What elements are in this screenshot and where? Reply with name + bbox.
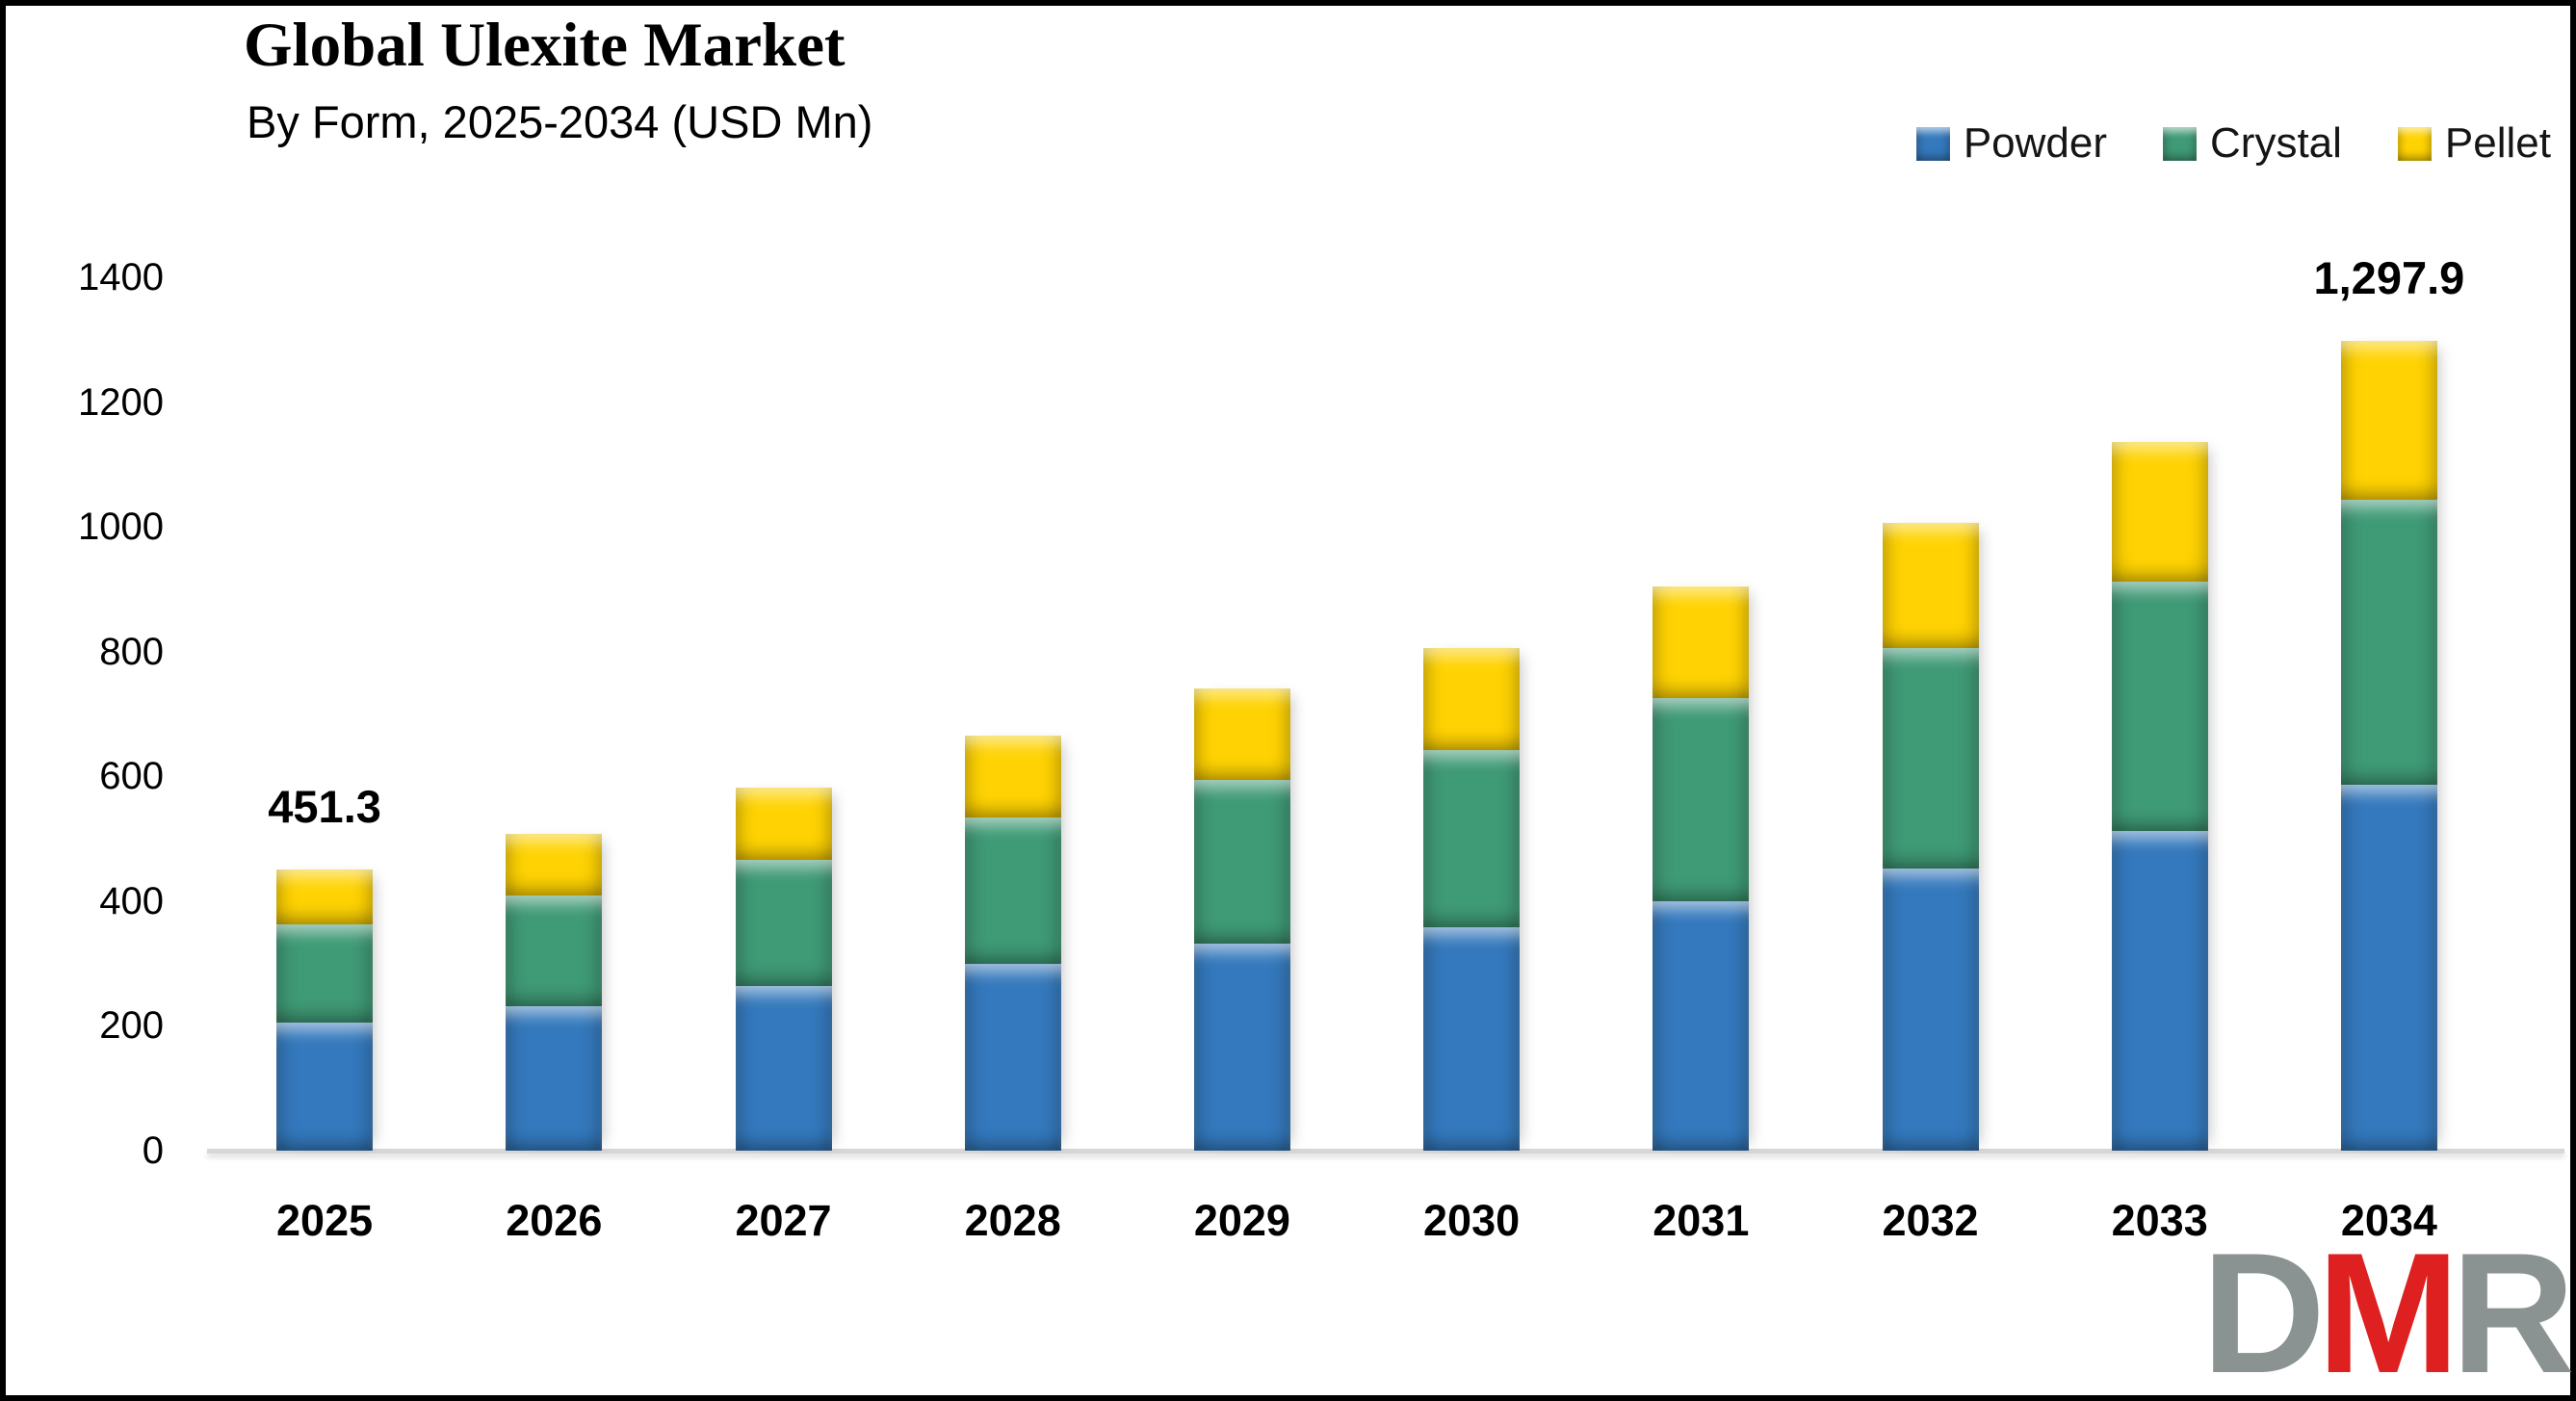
bar-2030-crystal-segment (1423, 750, 1521, 928)
x-axis-label-2030: 2030 (1423, 1196, 1521, 1245)
bar-2029-powder-segment (1193, 944, 1290, 1151)
y-axis-tick-label: 1200 (78, 380, 164, 424)
bar-2026-pellet-segment (506, 834, 603, 896)
logo-letter: D (2201, 1217, 2326, 1401)
logo-letter: M (2316, 1217, 2459, 1401)
bar-2030-powder-segment (1423, 927, 1521, 1151)
x-axis-label-2025: 2025 (276, 1196, 374, 1245)
bar-2030-pellet-segment (1423, 648, 1521, 751)
bar-2028-powder-segment (964, 964, 1061, 1151)
bar-2031-crystal-segment (1652, 698, 1750, 901)
dmr-logo: DMR (2201, 1217, 2575, 1401)
bar-2034 (2340, 341, 2437, 1151)
bar-2028 (964, 736, 1061, 1151)
bar-2032-pellet-segment (1882, 522, 1979, 648)
bar-2029 (1193, 688, 1290, 1151)
bar-2034-pellet-segment (2340, 341, 2437, 500)
x-axis-label-2029: 2029 (1193, 1196, 1290, 1245)
bar-2028-pellet-segment (964, 736, 1061, 818)
y-axis-tick-label: 400 (99, 879, 164, 922)
bar-2032-crystal-segment (1882, 647, 1979, 869)
bar-2027-powder-segment (735, 985, 832, 1151)
bar-2029-pellet-segment (1193, 688, 1290, 781)
logo-letter: R (2451, 1217, 2575, 1401)
bar-2026-powder-segment (506, 1006, 603, 1151)
bar-2027-pellet-segment (735, 788, 832, 861)
legend-item-crystal: Crystal (2163, 119, 2342, 168)
y-axis-tick-label: 1000 (78, 506, 164, 549)
y-axis-tick-label: 1400 (78, 256, 164, 298)
legend-item-pellet: Pellet (2397, 119, 2551, 168)
x-axis-label-2028: 2028 (964, 1196, 1061, 1245)
legend-label-crystal: Crystal (2210, 119, 2342, 167)
bar-2031-pellet-segment (1652, 585, 1750, 699)
bar-2034-powder-segment (2340, 784, 2437, 1151)
x-axis-line (207, 1149, 2564, 1154)
x-axis-label-2032: 2032 (1882, 1196, 1979, 1245)
bar-2033 (2111, 442, 2208, 1151)
y-axis-tick-label: 800 (99, 630, 164, 673)
y-axis-tick-label: 0 (142, 1129, 164, 1172)
bar-total-label-2025: 451.3 (268, 780, 381, 832)
bar-2026 (506, 834, 603, 1151)
bar-2033-crystal-segment (2111, 582, 2208, 832)
bar-2032 (1882, 522, 1979, 1151)
x-axis-label-2033: 2033 (2111, 1196, 2208, 1245)
bar-total-label-2034: 1,297.9 (2313, 252, 2465, 304)
bar-2025-powder-segment (276, 1022, 374, 1151)
x-axis-label-2027: 2027 (735, 1196, 832, 1245)
legend-item-powder: Powder (1915, 119, 2108, 168)
chart-title: Global Ulexite Market (244, 11, 846, 80)
powder-swatch-icon (1915, 126, 1950, 161)
bar-2026-crystal-segment (506, 895, 603, 1007)
bar-2025-pellet-segment (276, 869, 374, 924)
chart-subtitle: By Form, 2025-2034 (USD Mn) (247, 96, 873, 147)
bar-2031 (1652, 585, 1750, 1151)
bar-2028-crystal-segment (964, 817, 1061, 965)
x-axis-label-2026: 2026 (506, 1196, 603, 1245)
bar-2025-crystal-segment (276, 923, 374, 1023)
crystal-swatch-icon (2163, 126, 2198, 161)
x-axis-label-2034: 2034 (2340, 1196, 2437, 1245)
legend-label-powder: Powder (1963, 119, 2108, 167)
y-axis-tick-label: 600 (99, 755, 164, 798)
legend-label-pellet: Pellet (2444, 119, 2551, 167)
bar-2027-crystal-segment (735, 860, 832, 986)
bar-2031-powder-segment (1652, 900, 1750, 1151)
pellet-swatch-icon (2397, 126, 2432, 161)
bar-2033-powder-segment (2111, 831, 2208, 1151)
bar-2032-powder-segment (1882, 868, 1979, 1151)
bar-2025 (276, 869, 374, 1151)
bar-2033-pellet-segment (2111, 442, 2208, 583)
bar-2034-crystal-segment (2340, 499, 2437, 785)
bar-2027 (735, 788, 832, 1151)
bar-2029-crystal-segment (1193, 780, 1290, 945)
x-axis-label-2031: 2031 (1652, 1196, 1750, 1245)
bar-2030 (1423, 648, 1521, 1151)
legend: Powder Crystal Pellet (1915, 119, 2551, 168)
y-axis-tick-label: 200 (99, 1004, 164, 1048)
